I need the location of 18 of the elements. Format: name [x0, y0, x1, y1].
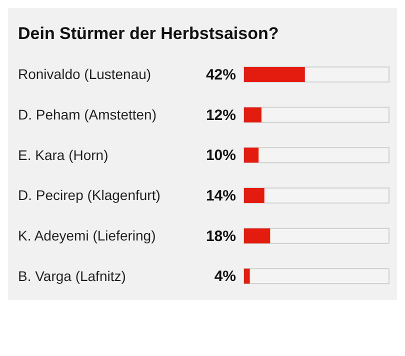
y-tick-label: K. Adeyemi (Liefering): [18, 228, 156, 244]
bar: [244, 268, 250, 284]
y-tick-label: D. Pecirep (Klagenfurt): [18, 187, 160, 204]
data-label: 42%: [206, 66, 236, 84]
y-tick-label: B. Varga (Lafnitz): [18, 268, 126, 284]
data-label: 10%: [206, 147, 236, 164]
chart-title: Dein Stürmer der Herbstsaison?: [17, 23, 280, 45]
bar: [244, 148, 258, 163]
data-label: 18%: [206, 228, 236, 245]
bar: [244, 107, 262, 122]
y-tick-label: E. Kara (Horn): [18, 146, 108, 163]
y-tick-label: D. Peham (Amstetten): [18, 106, 156, 122]
data-label: 14%: [206, 188, 236, 204]
y-tick-label: Ronivaldo (Lustenau): [18, 66, 152, 82]
data-label: 12%: [206, 106, 236, 124]
bar: [244, 228, 270, 244]
data-label: 4%: [214, 268, 236, 286]
bar: [244, 188, 264, 203]
